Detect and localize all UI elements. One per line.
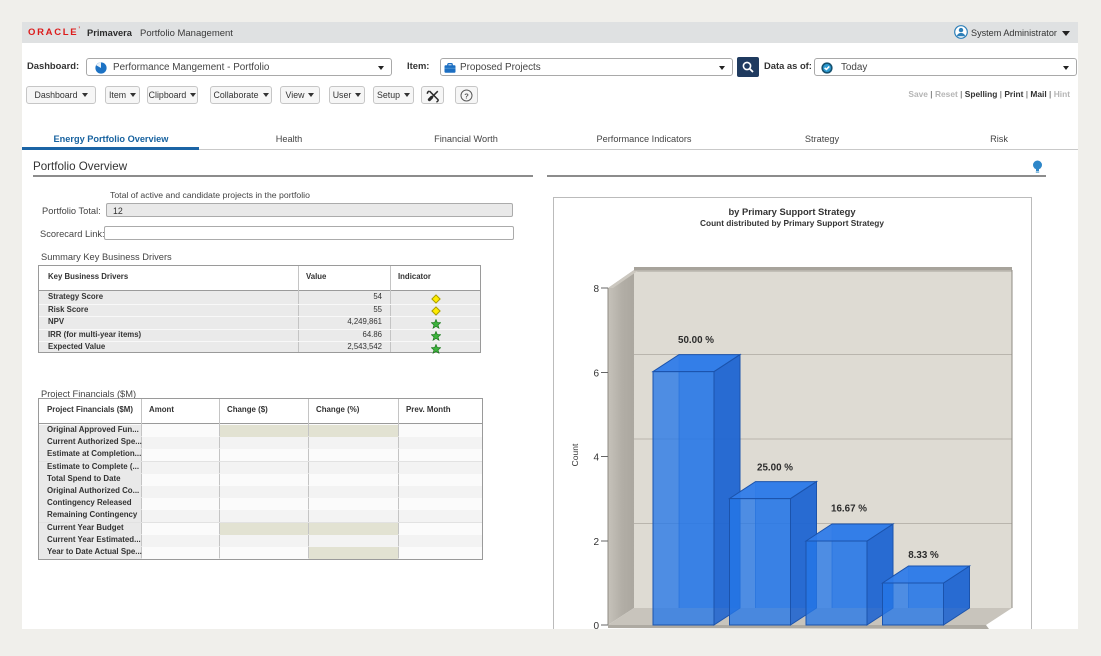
svg-text:2: 2 — [593, 537, 599, 548]
svg-text:4: 4 — [593, 453, 599, 464]
svg-text:8.33 %: 8.33 % — [908, 550, 939, 561]
svg-text:Count: Count — [570, 443, 580, 466]
svg-text:0: 0 — [593, 621, 599, 629]
svg-text:25.00 %: 25.00 % — [757, 463, 793, 474]
svg-text:50.00 %: 50.00 % — [678, 335, 714, 346]
svg-text:?: ? — [464, 92, 469, 101]
svg-text:by Primary Support Strategy: by Primary Support Strategy — [728, 206, 856, 217]
svg-text:Count distributed by Primary S: Count distributed by Primary Support Str… — [700, 218, 884, 228]
svg-text:6: 6 — [593, 369, 599, 380]
svg-text:8: 8 — [593, 284, 599, 295]
svg-text:16.67 %: 16.67 % — [831, 504, 867, 515]
